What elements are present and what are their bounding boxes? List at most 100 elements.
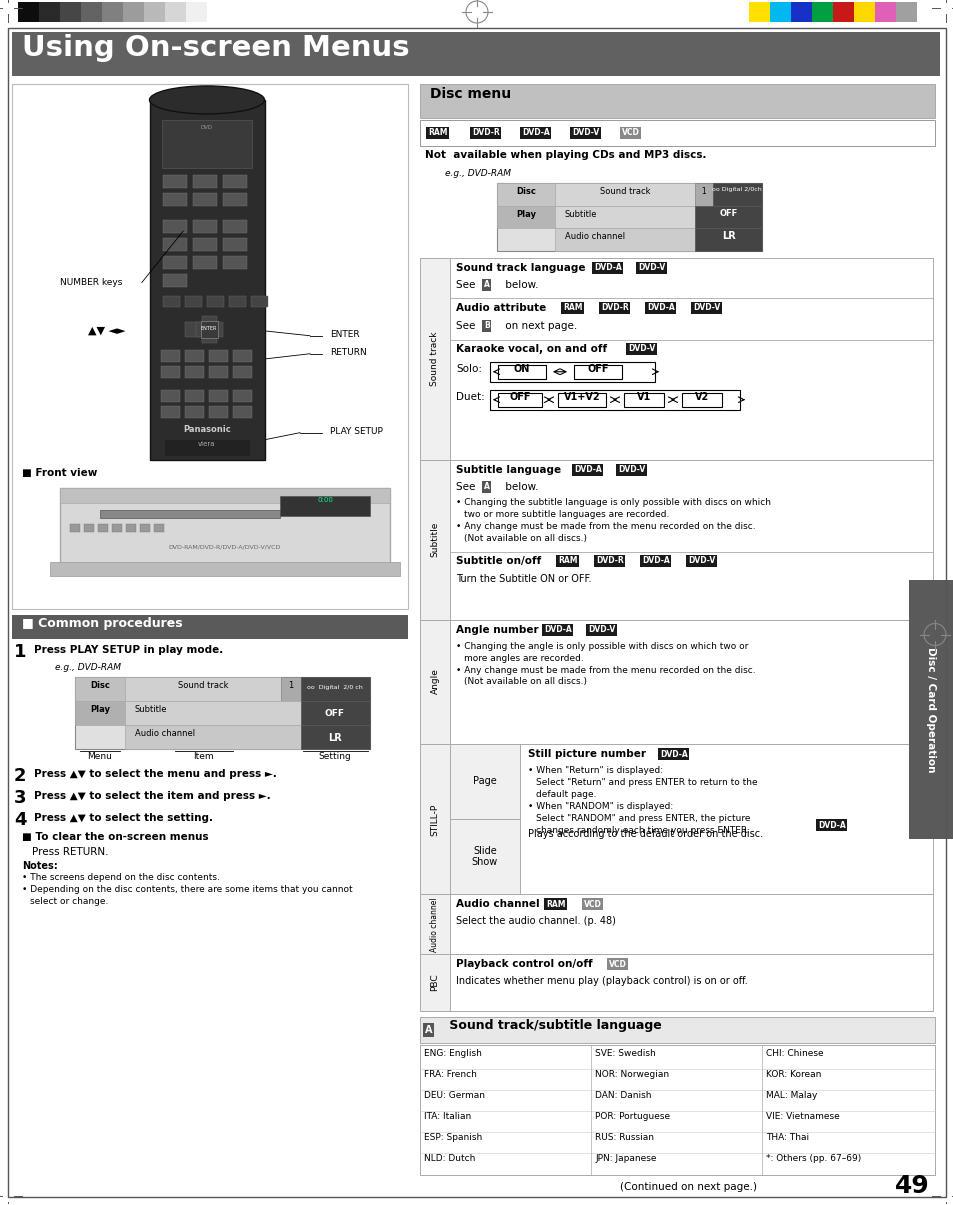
Text: ■ Common procedures: ■ Common procedures	[22, 617, 182, 629]
Text: See: See	[456, 321, 478, 330]
Bar	[163, 175, 187, 188]
Text: • Depending on the disc contents, there are some items that you cannot: • Depending on the disc contents, there …	[22, 886, 353, 894]
Bar	[163, 295, 180, 307]
Text: NLD: Dutch: NLD: Dutch	[423, 1154, 475, 1163]
Text: Disc / Card Operation: Disc / Card Operation	[925, 647, 935, 772]
Bar	[81, 2, 102, 22]
Text: Press ▲▼ to select the setting.: Press ▲▼ to select the setting.	[34, 813, 213, 823]
Text: Panasonic: Panasonic	[183, 424, 231, 434]
Text: Slide
Show: Slide Show	[472, 846, 497, 868]
Text: 1: 1	[700, 187, 705, 196]
Text: RAM: RAM	[545, 900, 565, 909]
Text: 49: 49	[894, 1174, 928, 1198]
Text: V2: V2	[694, 392, 708, 401]
Text: RAM: RAM	[562, 304, 582, 312]
Bar	[163, 193, 187, 206]
Text: RAM: RAM	[428, 129, 447, 137]
Text: DVD-A: DVD-A	[817, 821, 845, 830]
Bar	[185, 295, 202, 307]
Bar	[193, 193, 216, 206]
Text: See: See	[456, 280, 478, 289]
Bar	[185, 366, 204, 377]
Text: viera: viera	[198, 441, 215, 447]
Text: ON: ON	[514, 364, 530, 374]
Bar	[144, 2, 165, 22]
Bar	[490, 389, 740, 410]
Text: THA: Thai: THA: Thai	[765, 1133, 808, 1142]
Bar	[419, 84, 934, 118]
Bar	[186, 2, 207, 22]
Bar	[233, 349, 252, 362]
Bar	[153, 524, 164, 531]
Text: OFF: OFF	[509, 392, 530, 401]
Text: Angle number: Angle number	[456, 624, 541, 635]
Bar	[12, 615, 408, 639]
Bar	[555, 228, 695, 251]
Bar	[112, 524, 122, 531]
Bar	[102, 2, 123, 22]
Text: Audio channel: Audio channel	[456, 899, 542, 910]
Bar	[161, 389, 180, 401]
Text: Press RETURN.: Press RETURN.	[32, 847, 109, 858]
Text: Plays according to the default order on the disc.: Plays according to the default order on …	[527, 829, 765, 840]
Bar	[125, 677, 281, 701]
Text: KOR: Korean: KOR: Korean	[765, 1070, 821, 1080]
Bar	[193, 175, 216, 188]
Bar	[125, 701, 301, 725]
Text: • Changing the subtitle language is only possible with discs on which: • Changing the subtitle language is only…	[456, 498, 770, 506]
Bar	[150, 100, 265, 459]
Text: Play: Play	[516, 210, 536, 219]
Text: VCD: VCD	[621, 129, 639, 137]
Text: DVD-V: DVD-V	[627, 345, 655, 353]
Text: • The screens depend on the disc contents.: • The screens depend on the disc content…	[22, 874, 219, 882]
Bar	[207, 295, 224, 307]
Text: DVD-A: DVD-A	[641, 556, 669, 565]
Text: Subtitle: Subtitle	[430, 522, 439, 557]
Bar	[12, 84, 408, 609]
Bar	[123, 2, 144, 22]
Bar	[140, 524, 150, 531]
Bar	[223, 175, 247, 188]
Bar	[450, 894, 932, 954]
Bar	[12, 33, 939, 76]
Text: ESP: Spanish: ESP: Spanish	[423, 1133, 482, 1142]
Text: DVD-RAM/DVD-R/DVD-A/DVD-V/VCD: DVD-RAM/DVD-R/DVD-A/DVD-V/VCD	[169, 545, 281, 549]
Bar	[908, 580, 953, 840]
Bar	[681, 393, 721, 407]
Text: Item: Item	[193, 752, 213, 762]
Bar	[497, 183, 555, 206]
Text: two or more subtitle languages are recorded.: two or more subtitle languages are recor…	[463, 510, 669, 518]
Text: e.g., DVD-RAM: e.g., DVD-RAM	[55, 663, 121, 671]
Bar	[895, 2, 916, 22]
Text: PBC: PBC	[430, 974, 439, 991]
Bar	[281, 677, 301, 701]
Text: DVD-A: DVD-A	[594, 264, 621, 272]
Bar	[419, 459, 450, 619]
Text: Select the audio channel. (p. 48): Select the audio channel. (p. 48)	[456, 916, 616, 927]
Text: on next page.: on next page.	[501, 321, 577, 330]
Bar	[558, 393, 605, 407]
Text: DVD: DVD	[201, 125, 213, 130]
Bar	[60, 2, 81, 22]
Bar	[84, 524, 94, 531]
Text: DVD-A: DVD-A	[543, 625, 571, 634]
Text: Notes:: Notes:	[22, 862, 58, 871]
Text: (Continued on next page.): (Continued on next page.)	[619, 1182, 757, 1192]
Text: A: A	[483, 281, 489, 289]
Bar	[70, 524, 80, 531]
Text: Select "Return" and press ENTER to return to the: Select "Return" and press ENTER to retur…	[536, 778, 757, 787]
Text: A: A	[483, 482, 489, 492]
Text: Subtitle: Subtitle	[135, 705, 168, 715]
Text: DVD-V: DVD-V	[692, 304, 720, 312]
Bar	[185, 406, 204, 418]
Text: See: See	[456, 482, 478, 492]
Bar	[769, 2, 790, 22]
Ellipse shape	[150, 86, 264, 114]
Text: RAM: RAM	[558, 556, 577, 565]
Text: OFF: OFF	[720, 210, 738, 218]
Bar	[251, 295, 268, 307]
Text: VIE: Vietnamese: VIE: Vietnamese	[765, 1112, 839, 1121]
Text: DVD-V: DVD-V	[638, 264, 664, 272]
Text: 3: 3	[14, 789, 27, 807]
Bar	[161, 349, 180, 362]
